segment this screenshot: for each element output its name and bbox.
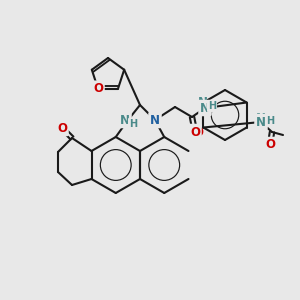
Text: H: H <box>265 116 273 126</box>
Text: N: N <box>256 116 266 128</box>
Text: N: N <box>198 97 208 110</box>
Text: O: O <box>263 140 273 154</box>
Text: N: N <box>200 101 210 115</box>
Text: N: N <box>150 113 160 127</box>
Text: O: O <box>93 82 103 95</box>
Text: O: O <box>57 122 67 134</box>
Text: H: H <box>207 101 215 111</box>
Text: H: H <box>208 101 216 111</box>
Text: N: N <box>150 113 160 127</box>
Text: O: O <box>265 139 275 152</box>
Text: O: O <box>190 125 200 139</box>
Text: N: N <box>120 113 130 127</box>
Text: H: H <box>266 116 274 126</box>
Text: N: N <box>256 112 266 124</box>
Text: N: N <box>120 113 130 127</box>
Text: H: H <box>128 118 136 128</box>
Text: O: O <box>193 125 203 139</box>
Text: H: H <box>129 119 137 129</box>
Text: O: O <box>57 122 67 134</box>
Text: O: O <box>93 82 103 95</box>
